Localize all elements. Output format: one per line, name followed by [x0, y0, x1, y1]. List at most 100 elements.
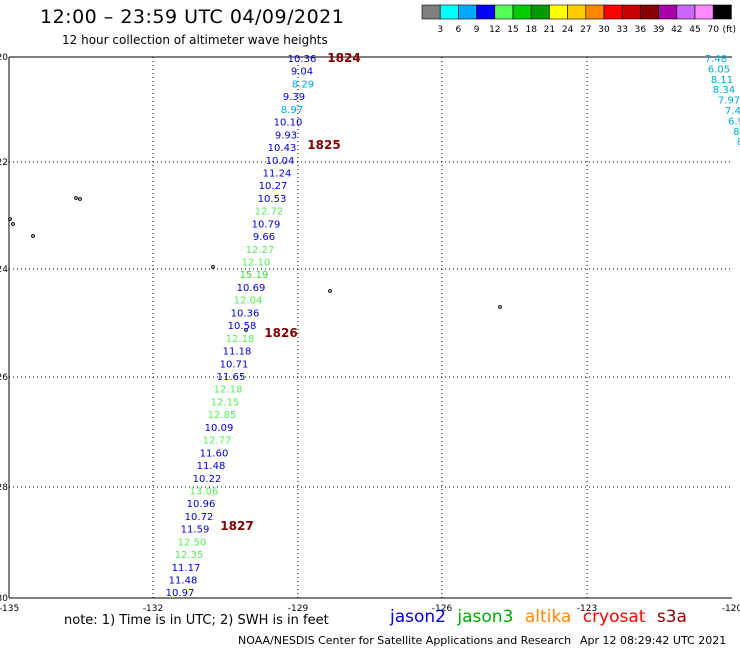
island-outline	[78, 197, 82, 201]
island-outline	[211, 265, 215, 269]
time-label: 1825	[307, 138, 340, 152]
wave-height-value: 11.59	[181, 525, 210, 536]
lon-tick-label: -120	[722, 604, 740, 614]
satellite-jason3: jason3	[457, 607, 514, 627]
colorbar-label: 15	[507, 25, 518, 35]
colorbar-label: 3	[437, 25, 443, 35]
colorbar-swatch	[712, 4, 732, 20]
wave-height-value: 11.60	[200, 448, 229, 459]
chart-subtitle: 12 hour collection of altimeter wave hei…	[62, 33, 328, 47]
wave-height-value: 9.66	[253, 232, 275, 243]
timestamp: Apr 12 08:29:42 UTC 2021	[580, 634, 727, 647]
wave-height-value: 9.39	[283, 92, 305, 103]
wave-height-value: 10.10	[274, 118, 303, 129]
credit-line: NOAA/NESDIS Center for Satellite Applica…	[238, 634, 572, 647]
colorbar-label: 27	[580, 25, 591, 35]
wave-height-value: 10.79	[252, 219, 281, 230]
wave-height-value: 10.53	[258, 194, 287, 205]
lat-tick-label: 24	[0, 265, 8, 275]
wave-height-value: 10.97	[166, 588, 195, 599]
island-outline	[8, 217, 12, 221]
time-label: 1824	[327, 51, 360, 65]
colorbar-label: 21	[544, 25, 555, 35]
wave-height-value: 10.36	[231, 308, 260, 319]
chart-title: 12:00 – 23:59 UTC 04/09/2021	[40, 6, 345, 28]
colorbar-label: 6	[456, 25, 462, 35]
colorbar-unit: (ft)	[722, 25, 736, 35]
wave-height-value: 11.48	[169, 576, 198, 587]
wave-height-value: 10.69	[237, 283, 266, 294]
wave-height-value: 10.43	[268, 143, 297, 154]
island-outline	[498, 305, 502, 309]
wave-height-value: 8.11	[711, 75, 733, 86]
island-outline	[74, 196, 78, 200]
lat-tick-label: 28	[0, 483, 8, 493]
wave-height-value: 9.93	[275, 130, 297, 141]
wave-height-value: 10.71	[220, 359, 249, 370]
wave-height-value: 12.04	[234, 296, 263, 307]
lat-tick-label: 22	[0, 158, 8, 168]
wave-height-value: 10.04	[266, 156, 295, 167]
satellite-altika: altika	[524, 607, 572, 627]
lat-tick-label: 20	[0, 53, 8, 63]
wave-height-value: 11.17	[172, 563, 201, 574]
colorbar-label: 39	[653, 25, 665, 35]
island-outline	[11, 222, 15, 226]
wave-height-value: 6.9	[728, 116, 740, 127]
lon-tick-label: -129	[288, 604, 309, 614]
wave-height-value: 11.65	[217, 372, 246, 383]
wave-height-value: 12.18	[226, 334, 255, 345]
colorbar-label: 9	[474, 25, 480, 35]
wave-height-value: 7.97	[718, 96, 740, 107]
wave-height-value: 8.	[733, 127, 740, 138]
colorbar-label: 33	[616, 25, 627, 35]
wave-height-value: 8	[737, 137, 740, 148]
wave-height-value: 12.77	[203, 436, 232, 447]
wave-height-value: 15.19	[240, 270, 269, 281]
island-outline	[31, 234, 35, 238]
wave-height-value: 8.34	[713, 85, 735, 96]
wave-height-value: 12.72	[255, 207, 284, 218]
wave-height-value: 12.10	[242, 258, 271, 269]
wave-height-value: 11.18	[223, 347, 252, 358]
island-outline	[328, 289, 332, 293]
wave-height-value: 8.97	[281, 105, 303, 116]
time-label: 1827	[220, 519, 253, 533]
wave-height-value: 12.18	[214, 385, 243, 396]
wave-height-value: 12.50	[178, 537, 207, 548]
colorbar-label: 45	[689, 25, 700, 35]
satellite-s3a: s3a	[656, 607, 687, 627]
wave-height-value: 12.85	[208, 410, 237, 421]
wave-height-value: 10.09	[205, 423, 234, 434]
colorbar-label: 18	[525, 25, 537, 35]
wave-height-value: 11.24	[263, 168, 292, 179]
colorbar-label: 42	[671, 25, 682, 35]
wave-height-value: 7.48	[705, 54, 727, 65]
colorbar-label: 30	[598, 25, 610, 35]
colorbar-label: 36	[635, 25, 647, 35]
wave-height-value: 12.15	[211, 397, 240, 408]
colorbar-label: 12	[489, 25, 500, 35]
lat-tick-label: 26	[0, 373, 8, 383]
wave-height-value: 10.36	[288, 54, 317, 65]
lon-tick-label: -123	[577, 604, 597, 614]
wave-height-value: 13.06	[190, 486, 219, 497]
lat-tick-label: 30	[0, 594, 8, 604]
wave-height-value: 10.58	[228, 321, 257, 332]
satellite-legend: jason2 jason3 altika cryosat s3a	[390, 607, 693, 627]
wave-height-value: 10.96	[187, 499, 216, 510]
lon-tick-label: -135	[0, 604, 19, 614]
satellite-jason2: jason2	[390, 607, 446, 627]
wave-height-value: 10.72	[185, 512, 214, 523]
wave-height-value: 10.27	[259, 181, 288, 192]
color-scale-legend: 3 6 9 12 15 18 21 24 27 30 33 36 39 42 45 70 (ft)	[421, 4, 736, 35]
wave-height-value: 12.35	[175, 550, 204, 561]
colorbar-label: 70	[707, 25, 719, 35]
satellite-cryosat: cryosat	[582, 607, 646, 627]
wave-height-value: 10.22	[193, 474, 222, 485]
wave-height-value: 7.4	[725, 106, 740, 117]
footer-note: note: 1) Time is in UTC; 2) SWH is in fe…	[64, 613, 329, 628]
lon-tick-label: -132	[143, 604, 163, 614]
wave-height-value: 9.04	[291, 67, 313, 78]
